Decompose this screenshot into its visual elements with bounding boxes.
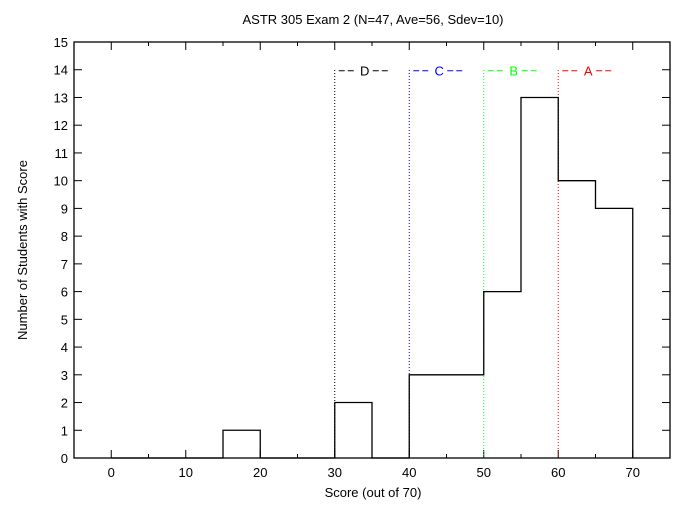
y-tick-label: 2 <box>61 396 68 411</box>
x-tick-label: 0 <box>108 465 115 480</box>
x-tick-label: 20 <box>253 465 267 480</box>
y-tick-label: 1 <box>61 423 68 438</box>
y-tick-label: 4 <box>61 340 68 355</box>
x-tick-label: 50 <box>477 465 491 480</box>
x-tick-label: 60 <box>551 465 565 480</box>
y-tick-label: 15 <box>54 35 68 50</box>
y-tick-label: 5 <box>61 312 68 327</box>
grade-d-label: D <box>360 64 369 79</box>
y-tick-label: 6 <box>61 285 68 300</box>
y-tick-label: 9 <box>61 201 68 216</box>
x-tick-label: 10 <box>179 465 193 480</box>
y-tick-label: 8 <box>61 229 68 244</box>
y-tick-label: 11 <box>55 146 69 161</box>
x-tick-label: 40 <box>402 465 416 480</box>
y-axis-label: Number of Students with Score <box>15 160 30 340</box>
grade-a-label: A <box>584 64 593 79</box>
y-tick-label: 12 <box>54 118 68 133</box>
y-tick-label: 13 <box>54 90 68 105</box>
grade-c-label: C <box>435 64 444 79</box>
y-tick-label: 0 <box>61 451 68 466</box>
grade-b-label: B <box>509 64 518 79</box>
plot-frame <box>73 41 671 459</box>
x-axis-label: Score (out of 70) <box>325 485 422 500</box>
y-tick-label: 7 <box>61 257 68 272</box>
y-tick-label: 3 <box>61 368 68 383</box>
x-tick-label: 70 <box>626 465 640 480</box>
chart-title: ASTR 305 Exam 2 (N=47, Ave=56, Sdev=10) <box>243 12 504 27</box>
x-tick-label: 30 <box>328 465 342 480</box>
y-tick-label: 10 <box>54 174 68 189</box>
histogram-outline <box>111 96 634 459</box>
y-tick-label: 14 <box>54 63 68 78</box>
